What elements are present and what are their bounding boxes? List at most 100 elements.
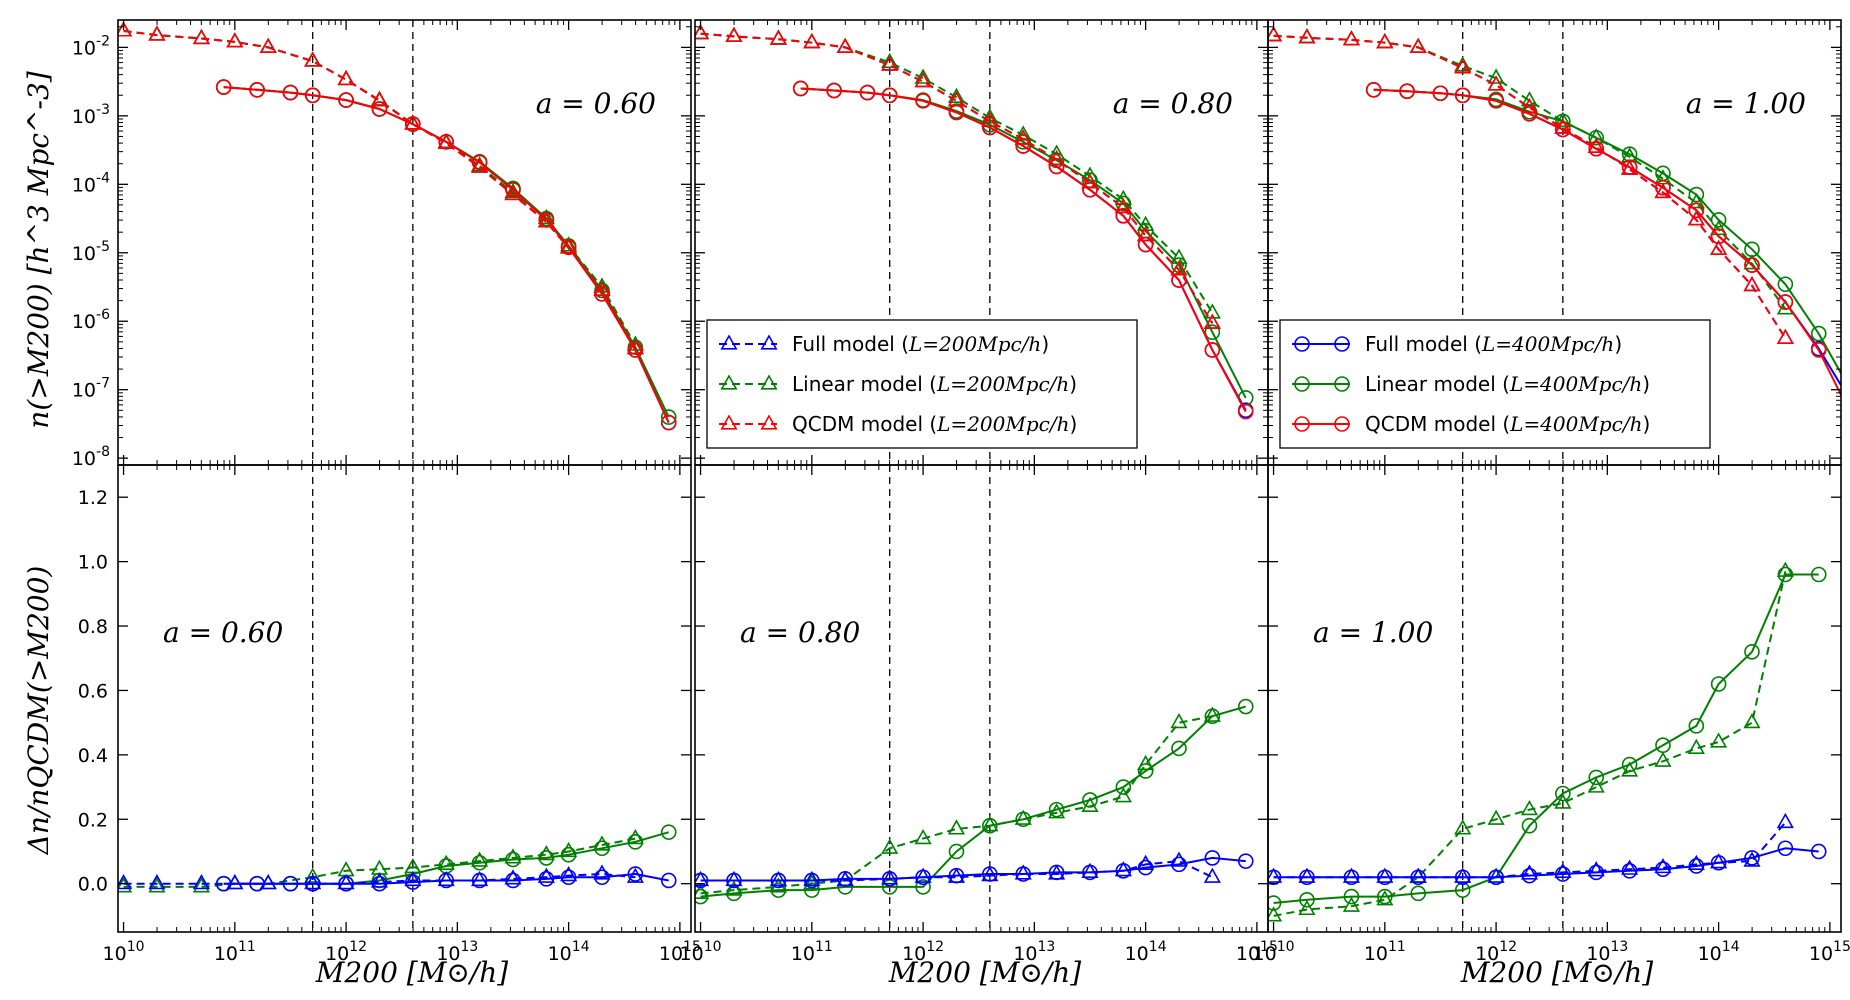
bottom-linear-model-200-point-12 — [1114, 787, 1132, 803]
bottom-linear-model-200-point-1 — [1298, 899, 1316, 916]
bottom-linear-model-200-point-3 — [1376, 890, 1394, 906]
legend-marker — [760, 414, 778, 430]
top-qcdm-model-200-point-5 — [1454, 58, 1472, 74]
x-tick-label: 1015 — [1236, 939, 1278, 965]
bottom-linear-model-400-point-13 — [1137, 763, 1154, 779]
bottom-full-model-400-point-16 — [1237, 853, 1254, 869]
top-qcdm-model-200-point-9 — [437, 133, 455, 149]
bottom-plot-2 — [1268, 465, 1827, 932]
top-linear-model-200-point-8 — [981, 108, 999, 124]
top-qcdm-model-400-point-10 — [538, 212, 555, 228]
bottom-full-model-400-point-13 — [627, 866, 644, 882]
panel-0 — [118, 20, 677, 932]
top-qcdm-model-400-point-8 — [471, 154, 488, 171]
top-qcdm-model-400-point-1 — [249, 82, 265, 98]
bottom-linear-model-400-point-8 — [1555, 785, 1571, 802]
top-linear-model-400-point-14 — [660, 409, 677, 425]
bottom-full-model-200-point-12 — [1114, 861, 1132, 877]
bottom-linear-model-400-point-8 — [982, 817, 998, 834]
legend-marker — [1334, 416, 1350, 432]
x-axis-label-1: M200 [M⊙/h] — [888, 956, 1082, 989]
bottom-full-model-200-point-14 — [1170, 851, 1188, 867]
legend-marker — [1294, 336, 1310, 352]
top-qcdm-model-200-point-1 — [148, 25, 166, 41]
bottom-linear-model-400-point-12 — [1688, 718, 1705, 734]
legend-label: QCDM model (L=200Mpc/h) — [792, 412, 1077, 436]
legend-marker — [1294, 376, 1310, 392]
top-linear-model-200-point-5 — [1454, 56, 1472, 72]
bottom-linear-model-200-point-1 — [148, 877, 166, 893]
x-tick-label: 1014 — [1698, 939, 1740, 965]
bottom-linear-model-400-point-2 — [770, 882, 787, 898]
bottom-full-model-400-point-1 — [1299, 869, 1315, 886]
bottom-full-model-400-point-13 — [1710, 854, 1727, 871]
bottom-full-model-200-point-2 — [192, 874, 211, 890]
bottom-linear-model-400-point-2 — [1343, 888, 1360, 905]
legend-layer: Full model (L=200Mpc/h) Linear model (L=2… — [706, 319, 1711, 449]
top-qcdm-model-200-point-3 — [1376, 32, 1394, 49]
top-qcdm-model-200-point-12 — [1687, 210, 1705, 226]
bottom-full-model-400-point-15 — [1204, 850, 1221, 866]
top-linear-model-400-point-7 — [1588, 129, 1605, 146]
top-qcdm-model-200-point-4 — [1409, 37, 1427, 53]
bottom-panel-label-0: a = 0.60 — [163, 616, 283, 649]
top-qcdm-model-400-point-7 — [1015, 138, 1032, 154]
bottom-full-model-400-line — [700, 856, 1246, 882]
bottom-linear-model-200-point-10 — [1621, 761, 1639, 777]
top-linear-model-200-line — [123, 30, 637, 346]
legend-label: Linear model (L=400Mpc/h) — [1365, 372, 1650, 396]
bottom-frame-2 — [1267, 464, 1842, 933]
top-full-model-200-line — [123, 30, 637, 350]
top-panel-label-1: a = 0.80 — [1113, 87, 1233, 120]
top-qcdm-model-400-point-13 — [1204, 342, 1221, 358]
top-qcdm-model-400-point-8 — [1048, 158, 1065, 175]
legend-marker — [1334, 376, 1350, 392]
bottom-y-tick-label: 0.2 — [78, 809, 108, 831]
top-y-tick-label: 10-7 — [72, 376, 110, 402]
bottom-linear-model-400-point-10 — [1621, 756, 1638, 773]
top-qcdm-model-200-point-6 — [1487, 75, 1505, 91]
top-linear-model-200-point-2 — [1342, 30, 1361, 46]
top-qcdm-model-400-point-0 — [792, 80, 809, 97]
top-plot-2 — [1268, 20, 1841, 465]
bottom-linear-model-200-point-0 — [695, 883, 710, 899]
top-qcdm-model-200-point-11 — [1081, 173, 1099, 189]
bottom-linear-model-200-point-8 — [1554, 793, 1572, 809]
bottom-full-model-200-point-13 — [560, 866, 578, 882]
top-full-model-200-line — [1273, 34, 1787, 339]
bottom-full-model-400-point-8 — [1555, 866, 1571, 882]
bottom-linear-model-400-point-16 — [1237, 698, 1254, 715]
bottom-full-model-400-line — [1273, 847, 1819, 879]
bottom-linear-model-400-line — [700, 705, 1246, 898]
top-qcdm-model-400-point-13 — [627, 342, 644, 358]
bottom-full-model-200-point-10 — [471, 870, 489, 887]
bottom-linear-model-400-point-13 — [627, 834, 644, 850]
bottom-full-model-200-point-5 — [304, 874, 322, 890]
bottom-full-model-400-point-7 — [438, 872, 455, 889]
bottom-full-model-400-point-8 — [982, 866, 998, 882]
bottom-y-tick-label: 1.0 — [78, 552, 108, 574]
top-full-model-200-point-1 — [725, 26, 743, 43]
top-full-model-200-point-1 — [148, 25, 166, 41]
top-qcdm-model-400-point-9 — [1655, 179, 1671, 196]
x-tick-label: 1014 — [548, 939, 590, 965]
legend-marker — [720, 414, 738, 430]
bottom-full-model-400-point-3 — [804, 872, 820, 889]
bottom-full-model-400-point-4 — [338, 875, 354, 892]
top-full-model-200-point-3 — [803, 32, 821, 49]
top-qcdm-model-400-point-12 — [1171, 272, 1187, 288]
legend-label: QCDM model (L=400Mpc/h) — [1365, 412, 1650, 436]
x-axis-label-0: M200 [M⊙/h] — [315, 956, 509, 989]
legend-label: Linear model (L=200Mpc/h) — [792, 372, 1077, 396]
top-linear-model-200-point-6 — [914, 68, 932, 84]
x-tick-label: 1015 — [1809, 939, 1850, 965]
top-qcdm-model-200-point-4 — [259, 37, 277, 53]
bottom-full-model-200-point-11 — [504, 869, 522, 885]
top-panel-label-2: a = 1.00 — [1686, 87, 1806, 120]
bottom-full-model-400-point-12 — [1115, 863, 1132, 879]
top-qcdm-model-200-point-0 — [118, 21, 133, 37]
axes-layer: 1010 1011 1012 1013 1014 1015 a = 0.60 a = 0.60… — [72, 19, 1850, 965]
bottom-full-model-200-point-3 — [803, 870, 821, 887]
top-linear-model-200-point-6 — [1487, 68, 1505, 84]
bottom-full-model-400-point-4 — [1410, 869, 1427, 886]
